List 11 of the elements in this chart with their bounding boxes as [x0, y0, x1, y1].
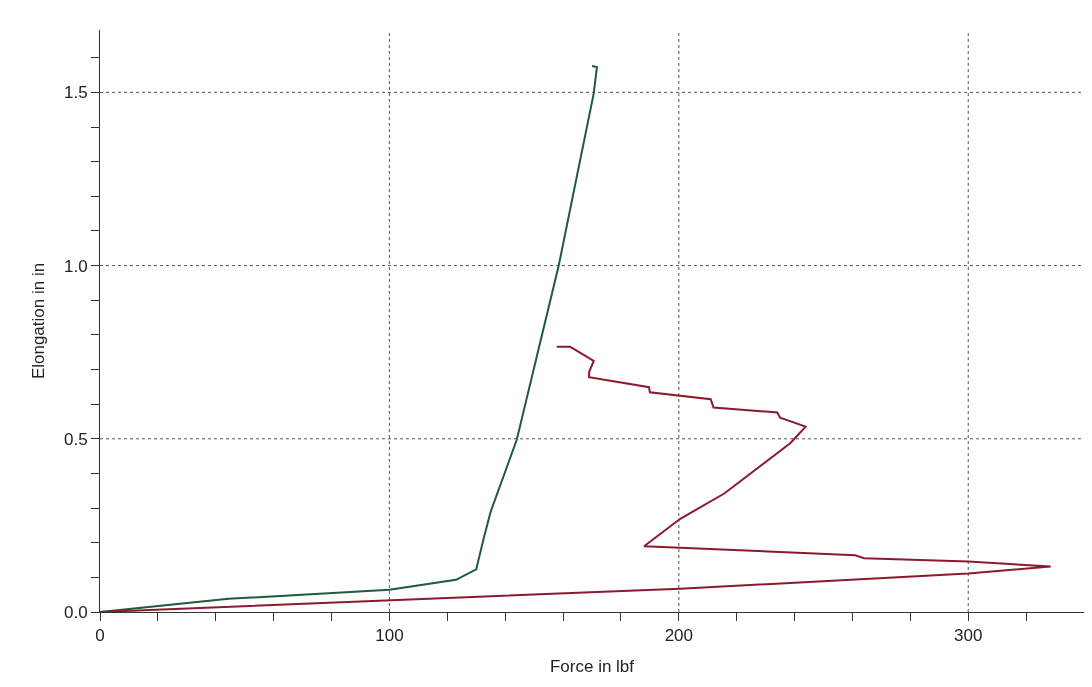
x-tick-label: 100 — [375, 626, 404, 646]
y-tick-label: 0.5 — [63, 429, 88, 449]
y-tick-label: 0.0 — [63, 602, 88, 622]
y-axis-title: Elongation in in — [28, 262, 48, 380]
y-tick-label: 1.5 — [63, 83, 88, 103]
line-series — [100, 345, 1052, 612]
x-tick-label: 0 — [95, 626, 105, 646]
x-tick-label: 200 — [664, 626, 694, 646]
x-tick-label: 300 — [954, 626, 983, 646]
x-axis-title: Force in lbf — [549, 656, 635, 676]
y-tick-label: 1.0 — [63, 256, 88, 276]
